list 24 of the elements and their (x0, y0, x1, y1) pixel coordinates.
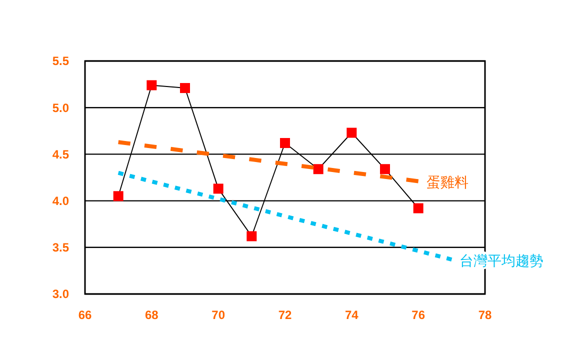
point (146, 80, 157, 90)
point (113, 191, 124, 202)
x-tick-label: 76 (412, 308, 426, 322)
point (413, 203, 424, 214)
x-tick-label: 70 (212, 308, 226, 322)
x-tick-label: 72 (278, 308, 292, 322)
y-tick-label: 5.5 (52, 54, 70, 68)
point (380, 164, 390, 174)
point (180, 83, 190, 94)
y-tick-label: 3.0 (52, 287, 70, 302)
y-tick-label: 4.5 (52, 147, 70, 162)
series-label: 蛋雞料 (426, 175, 468, 192)
point (280, 138, 290, 148)
point (313, 164, 324, 174)
x-tick-label: 78 (478, 308, 492, 322)
point (213, 184, 224, 194)
y-tick-label: 5.0 (52, 100, 70, 115)
point (246, 231, 257, 242)
y-tick-label: 4.0 (52, 194, 70, 208)
x-tick-label: 66 (78, 308, 92, 322)
point (346, 128, 357, 138)
x-tick-label: 68 (144, 308, 159, 322)
y-tick-label: 3.5 (52, 240, 70, 255)
x-tick-label: 74 (344, 308, 359, 322)
